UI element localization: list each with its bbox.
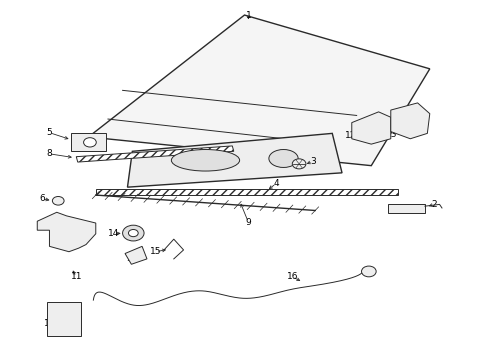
Text: 3: 3 [309, 157, 315, 166]
Polygon shape [47, 302, 81, 336]
Text: 12: 12 [345, 131, 356, 140]
Polygon shape [351, 112, 390, 144]
Text: 4: 4 [273, 179, 279, 188]
Circle shape [52, 197, 64, 205]
Text: 1: 1 [245, 10, 251, 19]
Text: 13: 13 [385, 130, 397, 139]
Text: 6: 6 [39, 194, 45, 203]
Circle shape [122, 225, 144, 241]
Text: 15: 15 [150, 247, 161, 256]
Circle shape [292, 159, 305, 169]
Text: 7: 7 [125, 254, 131, 263]
Text: 5: 5 [46, 128, 52, 137]
Text: 14: 14 [108, 229, 119, 238]
Polygon shape [76, 146, 233, 162]
Polygon shape [96, 189, 397, 195]
Text: 10: 10 [43, 319, 55, 328]
Text: 9: 9 [245, 218, 251, 227]
Ellipse shape [268, 149, 298, 167]
Text: 8: 8 [46, 149, 52, 158]
Polygon shape [88, 15, 429, 166]
Polygon shape [71, 134, 105, 151]
Text: 16: 16 [286, 272, 297, 281]
Polygon shape [37, 212, 96, 252]
Circle shape [128, 229, 138, 237]
Text: 11: 11 [70, 272, 82, 281]
Polygon shape [127, 134, 341, 187]
Circle shape [83, 138, 96, 147]
Polygon shape [125, 246, 147, 264]
FancyBboxPatch shape [387, 204, 424, 213]
Circle shape [361, 266, 375, 277]
Ellipse shape [171, 149, 239, 171]
Polygon shape [390, 103, 429, 139]
Text: 2: 2 [431, 200, 437, 209]
